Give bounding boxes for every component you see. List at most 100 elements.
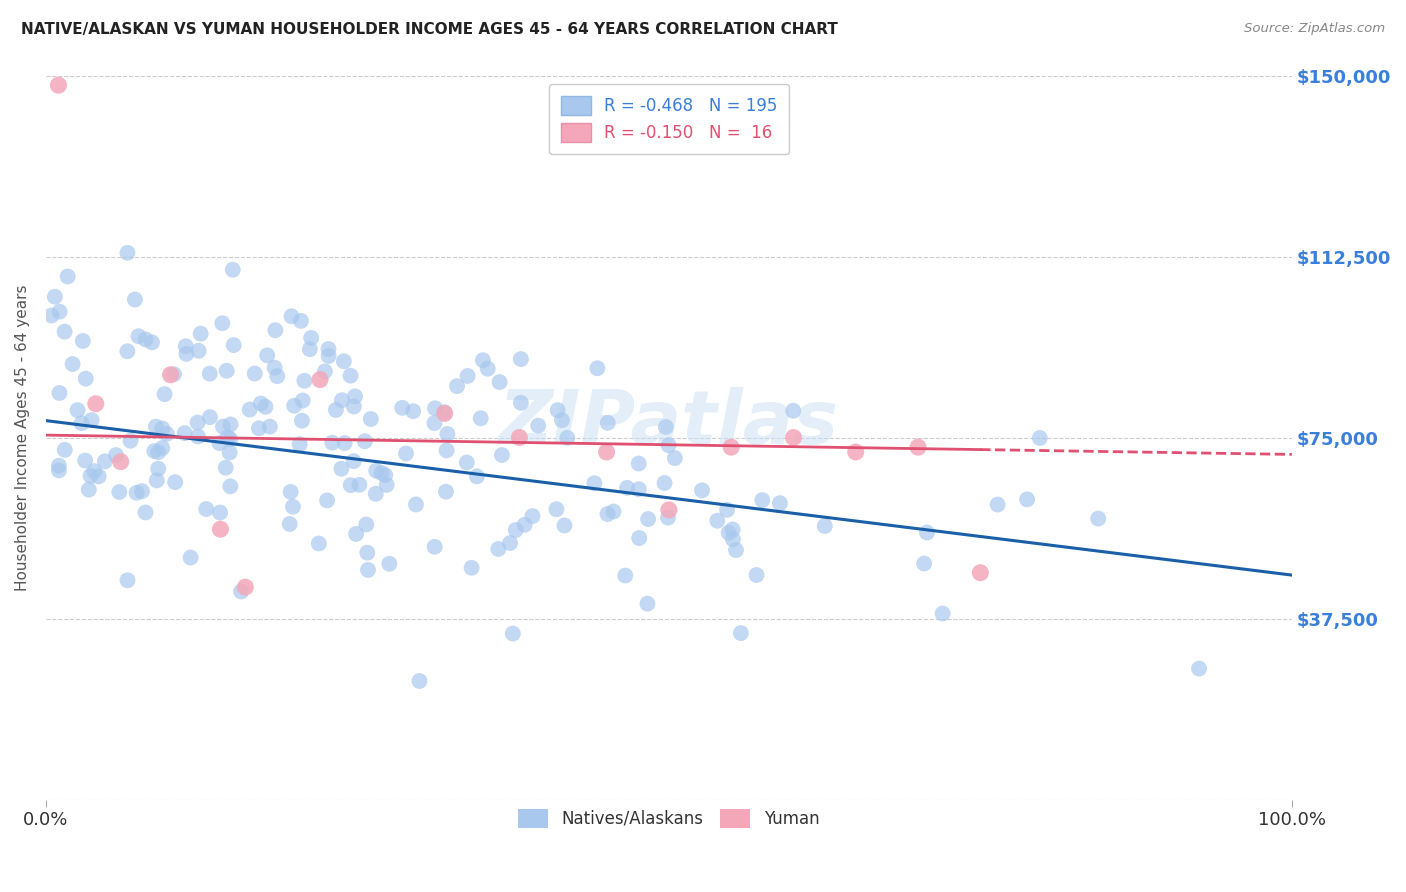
Point (405, 498, 427, 512)
Point (586, 361, 609, 376)
Point (263, 360, 285, 375)
Point (433, 406, 456, 420)
Text: NATIVE/ALASKAN VS YUMAN HOUSEHOLDER INCOME AGES 45 - 64 YEARS CORRELATION CHART: NATIVE/ALASKAN VS YUMAN HOUSEHOLDER INCO… (21, 22, 838, 37)
Point (460, 561, 482, 575)
Point (174, 339, 197, 353)
Point (298, 342, 321, 356)
Point (636, 597, 658, 611)
Point (436, 443, 458, 458)
Point (502, 626, 524, 640)
Point (423, 540, 446, 554)
Point (456, 455, 478, 469)
Point (706, 514, 728, 528)
Point (108, 485, 131, 500)
Point (325, 403, 347, 417)
Point (70, 416, 93, 430)
Point (657, 438, 679, 452)
Point (721, 523, 744, 537)
Point (163, 368, 186, 382)
Point (353, 434, 375, 449)
Point (782, 403, 804, 417)
Point (283, 399, 305, 413)
Point (145, 474, 167, 488)
Point (280, 310, 302, 324)
Point (509, 396, 531, 410)
Point (627, 482, 650, 496)
Point (423, 416, 446, 430)
Point (596, 416, 619, 430)
Point (546, 502, 568, 516)
Point (165, 475, 187, 490)
Point (247, 421, 270, 435)
Point (243, 367, 266, 381)
Point (330, 393, 353, 408)
Point (75, 371, 97, 385)
Point (291, 393, 314, 408)
Point (75, 453, 97, 467)
Point (356, 517, 378, 532)
Point (231, 584, 253, 599)
Point (180, 550, 202, 565)
Point (595, 445, 617, 459)
Point (374, 468, 396, 483)
Point (488, 375, 510, 389)
Point (308, 536, 330, 550)
Point (433, 405, 456, 419)
Point (212, 419, 235, 434)
Point (745, 568, 768, 582)
Point (215, 364, 238, 378)
Point (176, 347, 198, 361)
Point (343, 454, 366, 468)
Point (508, 430, 530, 444)
Point (509, 352, 531, 367)
Point (370, 466, 392, 480)
Point (658, 503, 681, 517)
Point (505, 523, 527, 537)
Point (318, 342, 340, 356)
Point (141, 335, 163, 350)
Point (239, 402, 262, 417)
Point (215, 460, 238, 475)
Point (596, 507, 619, 521)
Point (127, 329, 149, 343)
Point (664, 451, 686, 466)
Point (330, 461, 353, 475)
Point (48, 78, 70, 92)
Point (434, 484, 457, 499)
Point (209, 506, 232, 520)
Point (378, 557, 401, 571)
Point (402, 404, 425, 418)
Point (72, 334, 94, 348)
Point (408, 673, 430, 688)
Point (219, 479, 242, 493)
Point (150, 441, 173, 455)
Point (48, 463, 70, 477)
Point (219, 432, 242, 446)
Point (143, 444, 166, 458)
Point (657, 510, 679, 524)
Point (278, 516, 301, 531)
Point (83, 464, 105, 478)
Point (969, 566, 991, 580)
Point (457, 368, 479, 383)
Point (782, 430, 804, 444)
Point (375, 478, 398, 492)
Point (366, 464, 388, 478)
Point (105, 448, 128, 462)
Point (117, 344, 139, 359)
Point (423, 401, 446, 416)
Point (551, 413, 574, 427)
Point (208, 436, 231, 450)
Point (751, 493, 773, 508)
Point (211, 316, 233, 330)
Point (198, 367, 221, 381)
Point (309, 373, 332, 387)
Point (470, 411, 492, 425)
Point (343, 400, 366, 414)
Point (1029, 431, 1052, 445)
Point (156, 426, 179, 441)
Point (120, 434, 142, 448)
Point (62, 357, 84, 371)
Point (66, 403, 89, 417)
Point (159, 368, 181, 382)
